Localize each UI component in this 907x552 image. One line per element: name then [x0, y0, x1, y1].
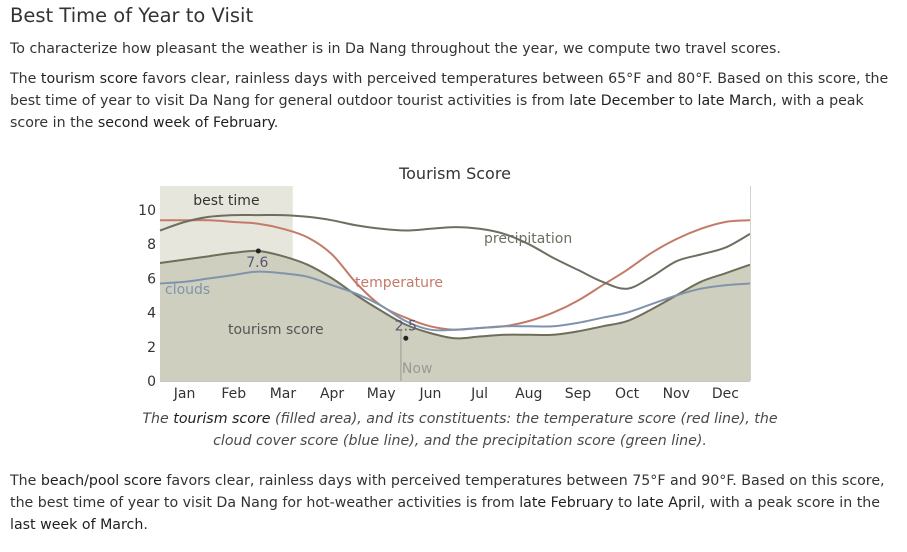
x-tick-label: May — [367, 386, 396, 402]
x-tick-label: Oct — [615, 386, 640, 402]
x-tick-label: Nov — [663, 386, 690, 402]
x-tick-label: Apr — [320, 386, 344, 402]
tourism-score-link[interactable]: tourism score — [40, 71, 138, 87]
caption-highlight: tourism score — [173, 411, 271, 427]
text-span: , with a peak score in the — [10, 93, 864, 131]
y-tick-label: 2 — [147, 340, 156, 356]
beach-score-description: The beach/pool score favors clear, rainl… — [10, 470, 898, 536]
text-span: The — [10, 71, 41, 87]
best-start-date: late December — [569, 93, 675, 109]
text-span: The — [10, 473, 41, 489]
x-tick-label: Dec — [712, 386, 739, 402]
x-tick-label: Sep — [565, 386, 592, 402]
text-span: , with a peak score in the — [700, 495, 881, 511]
x-tick-label: Jun — [418, 386, 441, 402]
y-tick-label: 0 — [147, 374, 156, 390]
intro-text: To characterize how pleasant the weather… — [10, 41, 781, 57]
peak-marker — [255, 248, 261, 254]
y-tick-label: 10 — [138, 203, 156, 219]
y-tick-label: 4 — [147, 306, 156, 322]
best-time-label: best time — [193, 193, 259, 209]
chart-caption: The tourism score (filled area), and its… — [130, 408, 790, 452]
precipitation-series-label: precipitation — [484, 231, 572, 247]
tourism-score-chart[interactable]: Tourism Score best time 0 2 4 6 8 10 Now temp… — [0, 150, 907, 410]
clouds-line — [159, 270, 751, 332]
page-title: Best Time of Year to Visit — [10, 4, 254, 27]
precipitation-line — [159, 213, 751, 290]
text-span: (filled area), and its constituents: the… — [213, 411, 778, 449]
low-marker — [403, 335, 409, 341]
text-span: . — [143, 517, 148, 533]
low-value-label: 2.5 — [395, 318, 417, 334]
x-tick-label: Feb — [221, 386, 246, 402]
x-tick-label: Jan — [173, 386, 196, 402]
clouds-series-label: clouds — [165, 282, 210, 298]
y-tick-label: 8 — [147, 237, 156, 253]
tourism-score-series-label: tourism score — [228, 322, 324, 338]
text-span: favors clear, rainless days with perceiv… — [10, 473, 885, 511]
tourism-score-description: The tourism score favors clear, rainless… — [10, 68, 898, 134]
beach-start-date: late February — [519, 495, 614, 511]
y-axis: 0 2 4 6 8 10 — [138, 203, 156, 390]
chart-title: Tourism Score — [398, 164, 511, 183]
y-tick-label: 6 — [147, 271, 156, 287]
text-span: to — [613, 495, 637, 511]
text-span: . — [273, 115, 279, 131]
peak-date: second week of February — [97, 115, 274, 131]
x-tick-label: Mar — [270, 386, 297, 402]
temperature-series-label: temperature — [355, 275, 443, 291]
x-axis: Jan Feb Mar Apr May Jun Jul Aug Sep Oct Nov Dec — [173, 386, 739, 402]
text-span: to — [674, 93, 698, 109]
beach-end-date: late April — [636, 495, 701, 511]
beach-score-link[interactable]: beach/pool score — [40, 473, 162, 489]
text-span: The — [142, 411, 174, 427]
peak-value-label: 7.6 — [246, 255, 268, 271]
now-label: Now — [402, 361, 433, 377]
best-end-date: late March — [697, 93, 773, 109]
text-span: favors clear, rainless days with perceiv… — [10, 71, 889, 109]
beach-peak-date: last week of March — [10, 517, 144, 533]
x-tick-label: Aug — [515, 386, 542, 402]
x-tick-label: Jul — [470, 386, 488, 402]
tourism-score-area — [160, 250, 750, 381]
